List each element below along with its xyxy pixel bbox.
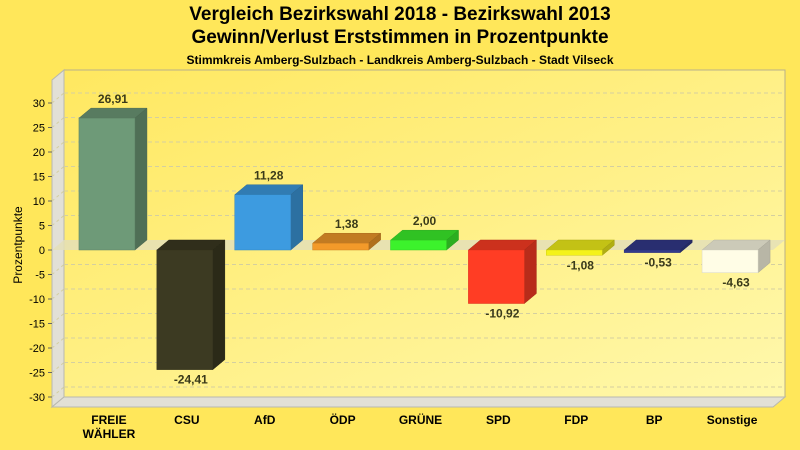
bar-7 (623, 239, 693, 254)
gridline-side (51, 92, 65, 104)
gridline-side (51, 313, 65, 324)
value-label: 1,38 (335, 217, 359, 231)
bar (390, 239, 447, 251)
x-tick-label: FDP (564, 413, 588, 427)
y-tick-label: 20 (33, 147, 45, 159)
x-tick-label: CSU (174, 413, 199, 427)
bar (623, 249, 681, 253)
x-tick-label: Sonstige (707, 413, 758, 427)
value-label: 11,28 (254, 169, 284, 183)
plot-floor (50, 396, 787, 408)
chart-title: Vergleich Bezirkswahl 2018 - Bezirkswahl… (189, 4, 611, 25)
bar-4 (389, 229, 460, 251)
bar (78, 117, 136, 251)
x-tick-label: WÄHLER (83, 426, 136, 441)
x-tick-label: FREIE (91, 413, 126, 427)
bar-0 (78, 107, 148, 251)
bar (312, 242, 369, 251)
y-tick-label: 5 (39, 221, 45, 233)
x-tick-label: AfD (254, 413, 276, 427)
gridline-side (51, 288, 65, 300)
y-tick-label: 25 (33, 123, 45, 135)
bar-side (524, 239, 537, 305)
gridline-side (51, 386, 65, 398)
x-tick-label: SPD (486, 413, 511, 427)
value-label: -10,92 (485, 307, 519, 321)
bar (234, 194, 291, 251)
value-label: -24,41 (174, 373, 208, 387)
x-tick-label: ÖDP (330, 412, 356, 427)
gridline-side (51, 337, 65, 349)
y-tick-label: -10 (29, 294, 45, 306)
gridline-side (51, 362, 65, 373)
y-tick-label: -5 (35, 270, 45, 282)
y-tick-label: 10 (33, 196, 45, 208)
value-label: -0,53 (644, 256, 672, 270)
bar-side (290, 184, 303, 251)
value-label: 2,00 (413, 214, 437, 228)
bar-8 (701, 239, 771, 274)
gridline-side (51, 117, 65, 128)
x-tick-label: BP (646, 413, 663, 427)
y-tick-label: 30 (33, 98, 45, 110)
bar (546, 249, 603, 256)
plot-left-wall (51, 68, 65, 409)
bar-3 (311, 232, 382, 251)
bar (468, 249, 525, 304)
y-tick-label: -20 (29, 343, 45, 355)
gridline-side (51, 166, 65, 177)
y-tick-label: -15 (29, 319, 45, 331)
gridline-side (51, 190, 65, 202)
y-tick-label: 0 (39, 245, 45, 257)
value-label: 26,91 (98, 92, 128, 106)
bar-1 (156, 239, 226, 371)
chart-subtitle-region: Stimmkreis Amberg-Sulzbach - Landkreis A… (186, 53, 614, 67)
bar (156, 249, 214, 370)
x-tick-label: GRÜNE (399, 412, 442, 427)
gridline-side (51, 141, 65, 153)
bar-6 (545, 239, 615, 256)
y-tick-label: -25 (29, 368, 45, 380)
bar-side (134, 107, 148, 251)
bar (701, 249, 759, 273)
chart-subtitle: Gewinn/Verlust Erststimmen in Prozentpun… (191, 27, 609, 48)
bar-side (212, 239, 226, 371)
value-label: -1,08 (567, 258, 595, 272)
y-axis-label: Prozentpunkte (11, 206, 25, 284)
value-label: -4,63 (722, 276, 750, 290)
y-tick-label: -30 (29, 392, 45, 404)
bar-5 (467, 239, 538, 305)
y-tick-label: 15 (33, 172, 45, 184)
gridline-side (51, 215, 65, 226)
gridline-side (51, 264, 65, 275)
bar-2 (234, 184, 304, 251)
